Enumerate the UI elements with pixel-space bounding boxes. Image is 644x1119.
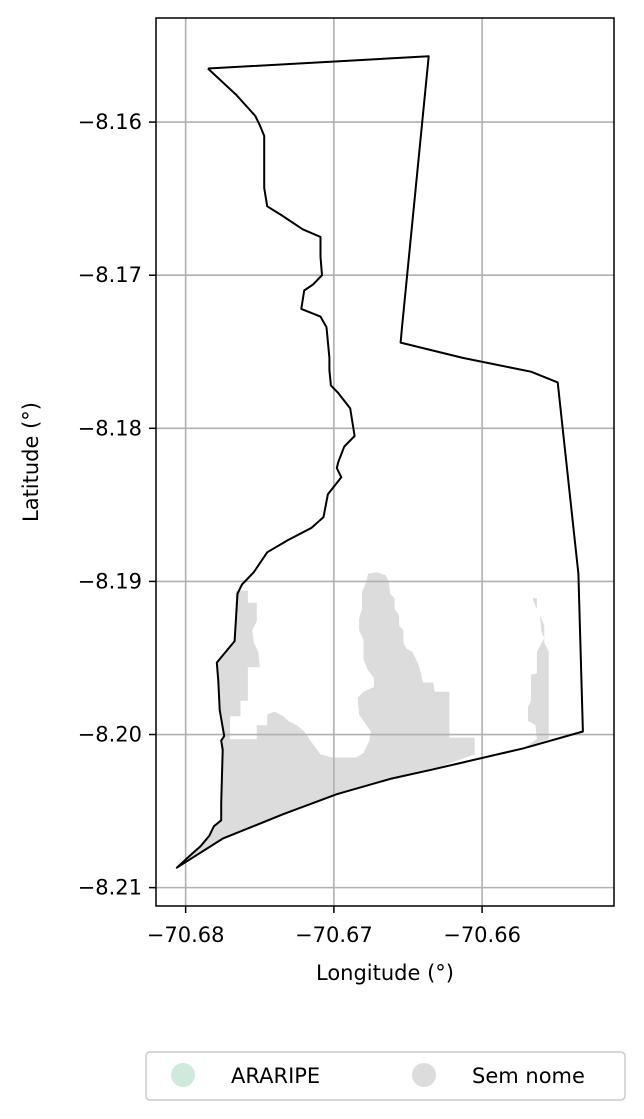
y-tick-label: −8.21 (78, 876, 142, 900)
x-tick-label: −70.68 (147, 923, 225, 947)
plot-frame (155, 17, 615, 907)
region-sem-nome (523, 598, 549, 749)
boundary-layer (175, 55, 584, 869)
legend-marker-araripe (171, 1063, 195, 1087)
legend-marker-sem-nome (412, 1063, 436, 1087)
legend-frame (145, 1051, 626, 1101)
y-tick-label: −8.18 (78, 416, 142, 440)
y-axis-title: Latitude (°) (19, 402, 43, 522)
x-tick-label: −70.66 (443, 923, 521, 947)
municipality-boundary (175, 55, 584, 869)
x-axis-title: Longitude (°) (316, 961, 454, 985)
y-tick-label: −8.17 (78, 263, 142, 287)
legend-label-araripe: ARARIPE (231, 1064, 320, 1088)
region-fill-layer (176, 572, 549, 868)
legend-label-sem-nome: Sem nome (472, 1064, 585, 1088)
y-tick-label: −8.19 (78, 569, 142, 593)
region-sem-nome (176, 572, 475, 868)
grid-layer (156, 18, 614, 906)
y-tick-label: −8.20 (78, 723, 142, 747)
y-tick-label: −8.16 (78, 110, 142, 134)
legend: ARARIPE Sem nome (145, 1051, 626, 1101)
x-tick-label: −70.67 (295, 923, 373, 947)
tick-layer: −70.68 −70.67 −70.66 −8.16 −8.17 −8.18 −8.19 −8… (78, 110, 521, 947)
